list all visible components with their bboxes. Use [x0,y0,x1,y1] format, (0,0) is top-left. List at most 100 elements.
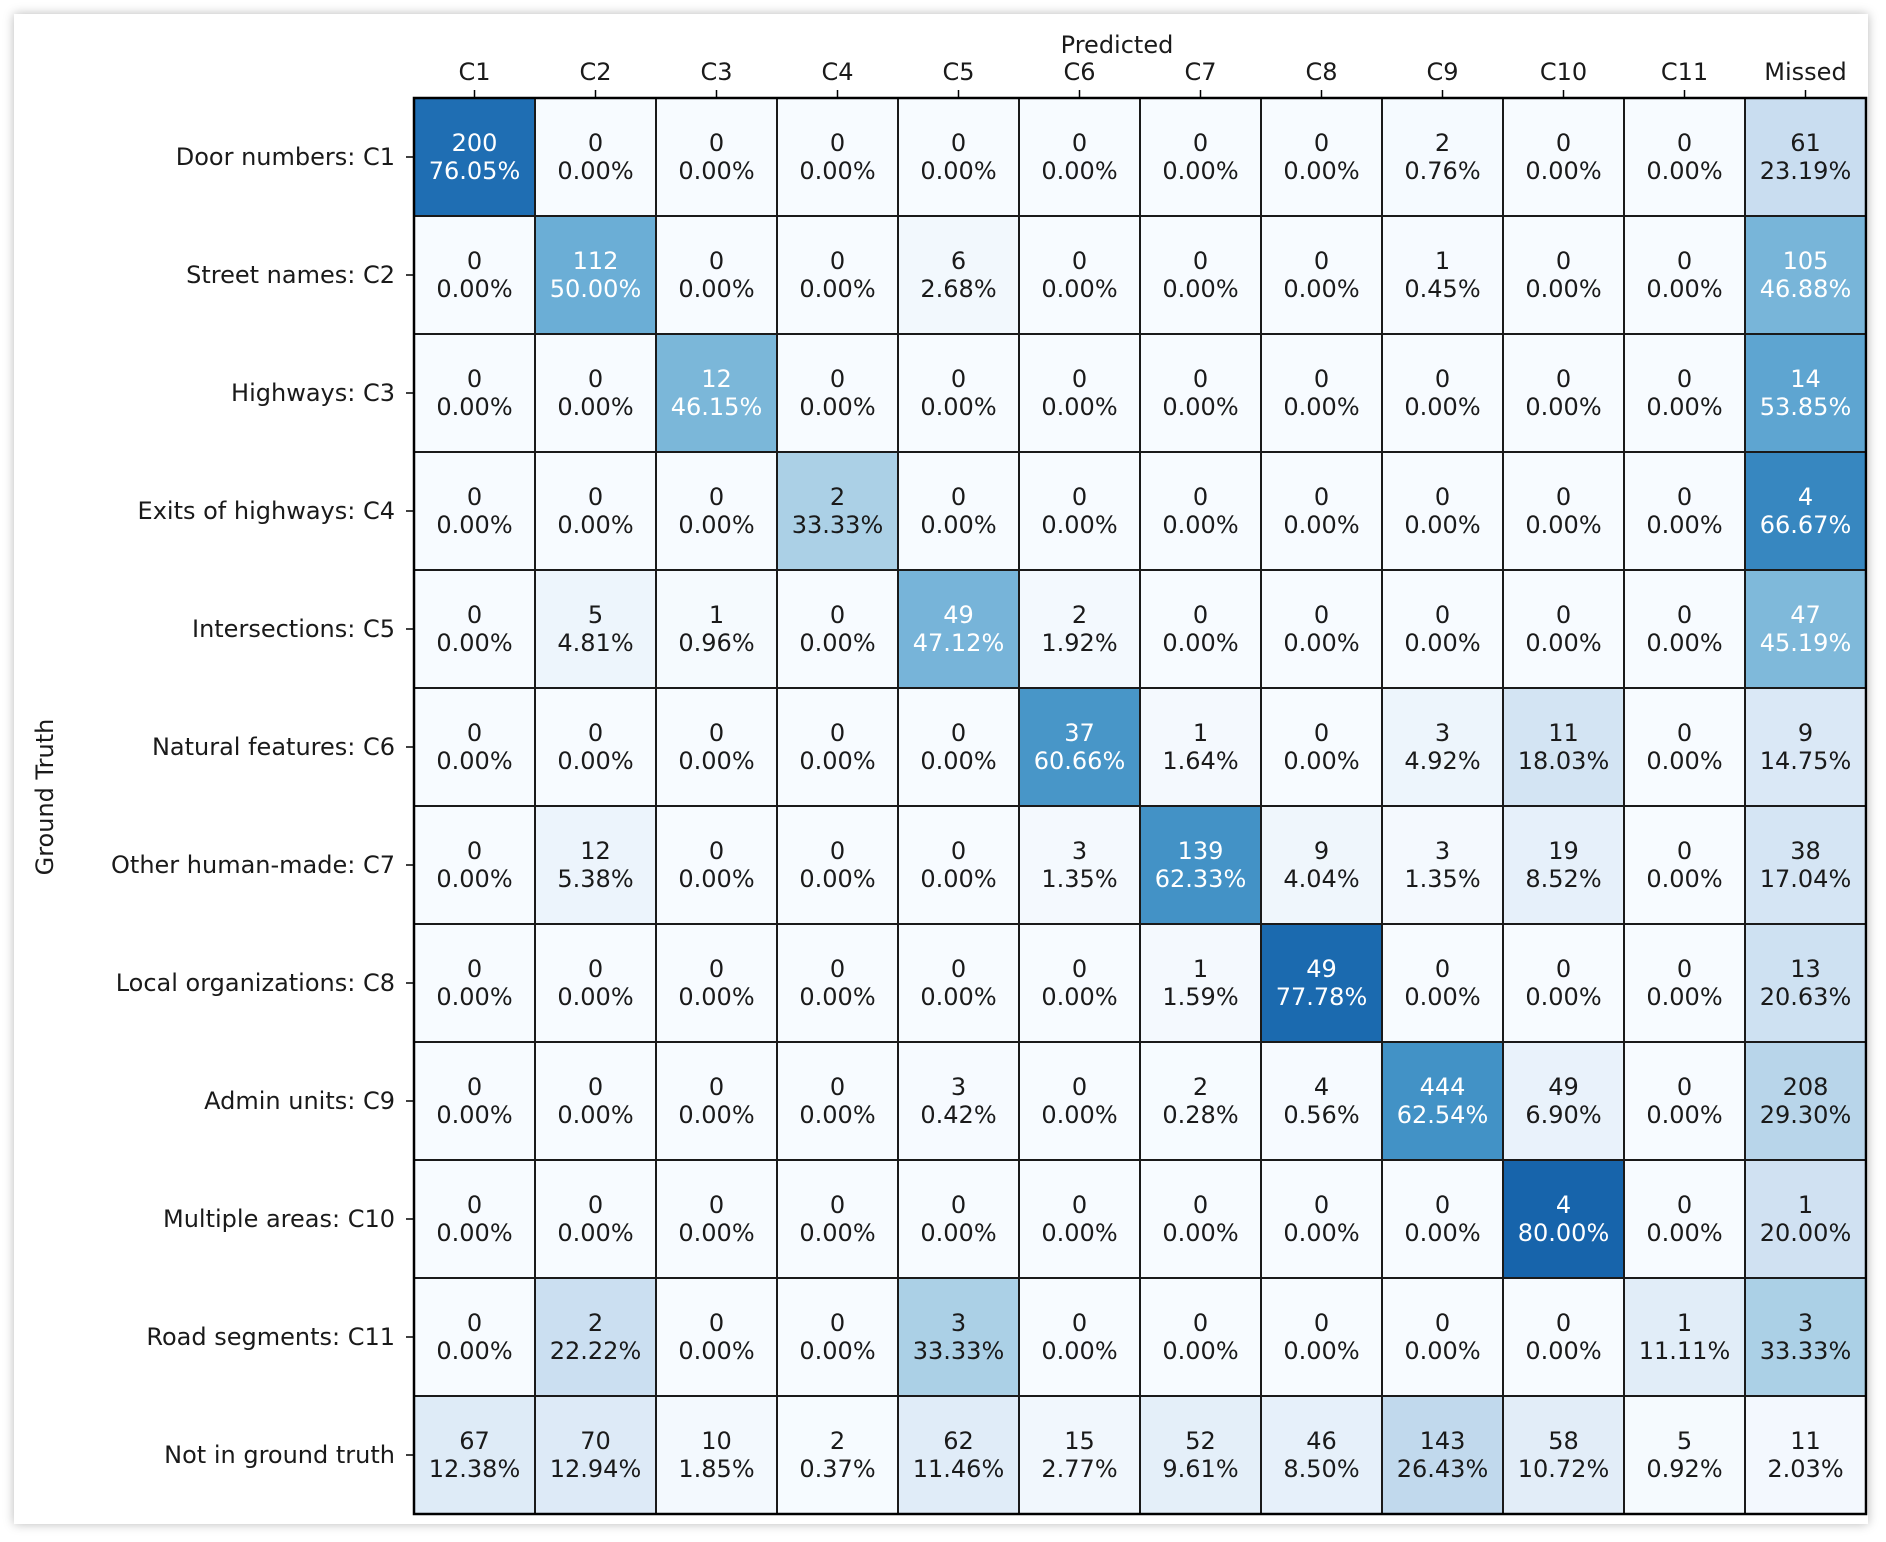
cell-count-label: 2 [1435,129,1450,157]
cell-percentage-label: 0.00% [557,747,633,775]
heatmap-cell [776,687,899,807]
cell-percentage-label: 0.00% [1162,275,1238,303]
cell-percentage-label: 0.00% [1646,983,1722,1011]
cell-count-label: 200 [452,129,498,157]
cell-count-label: 0 [830,1309,845,1337]
cell-percentage-label: 0.00% [436,865,512,893]
heatmap-cell [1744,805,1867,925]
x-tick-label: Missed [1764,58,1846,86]
heatmap-cell [1502,805,1625,925]
heatmap-cell [655,1395,778,1515]
cell-percentage-label: 1.59% [1162,983,1238,1011]
cell-percentage-label: 0.00% [1404,511,1480,539]
cell-count-label: 5 [588,601,603,629]
cell-count-label: 0 [1677,1191,1692,1219]
cell-percentage-label: 11.11% [1639,1337,1731,1365]
cell-percentage-label: 0.00% [1162,393,1238,421]
cell-count-label: 0 [1193,601,1208,629]
cell-percentage-label: 50.00% [550,275,642,303]
heatmap-cell [1018,569,1141,689]
x-tick-labels: C1 C2 C3 C4 C5 C6 C7 C8 C9 C10 C11 Missed [458,58,1847,98]
cell-count-label: 0 [1677,1073,1692,1101]
cell-percentage-label: 0.00% [1041,511,1117,539]
heatmap-cell [1018,687,1141,807]
cell-percentage-label: 0.00% [1646,393,1722,421]
cell-count-label: 0 [1677,601,1692,629]
cell-percentage-label: 0.00% [1162,1337,1238,1365]
cell-count-label: 0 [1314,129,1329,157]
cell-count-label: 0 [1193,247,1208,275]
heatmap-cell [1260,97,1383,217]
cell-percentage-label: 12.38% [429,1455,521,1483]
cell-count-label: 0 [1193,365,1208,393]
cell-percentage-label: 2.03% [1767,1455,1843,1483]
cell-count-label: 4 [1314,1073,1329,1101]
cell-count-label: 0 [1677,837,1692,865]
heatmap-cell [1381,215,1504,335]
heatmap-cell [776,805,899,925]
y-tick-label: Road segments: C11 [146,1323,395,1351]
cell-percentage-label: 4.92% [1404,747,1480,775]
cell-count-label: 14 [1790,365,1821,393]
heatmap-cell [534,1041,657,1161]
heatmap-cell [1018,215,1141,335]
cell-percentage-label: 62.54% [1397,1101,1489,1129]
heatmap-cell [1623,451,1746,571]
cell-percentage-label: 22.22% [550,1337,642,1365]
cell-count-label: 0 [1435,483,1450,511]
cell-count-label: 0 [1556,247,1571,275]
heatmap-cell [897,215,1020,335]
cell-percentage-label: 0.45% [1404,275,1480,303]
confusion-matrix-heatmap: Predicted Ground Truth 20076.05%00.00%00… [31,31,1868,1516]
cell-count-label: 0 [1556,1309,1571,1337]
cell-percentage-label: 0.00% [1041,275,1117,303]
cell-percentage-label: 0.00% [678,275,754,303]
cell-count-label: 0 [951,837,966,865]
cell-count-label: 0 [467,1073,482,1101]
cell-count-label: 13 [1790,955,1821,983]
cell-count-label: 0 [709,247,724,275]
cell-count-label: 0 [1677,129,1692,157]
cell-count-label: 1 [1193,719,1208,747]
cell-percentage-label: 0.00% [436,1101,512,1129]
cell-percentage-label: 0.00% [1283,511,1359,539]
heatmap-cell [1139,1395,1262,1515]
heatmap-cell [1260,1041,1383,1161]
cell-percentage-label: 0.00% [799,865,875,893]
cell-percentage-label: 0.00% [678,1337,754,1365]
cell-percentage-label: 0.00% [1283,393,1359,421]
cell-percentage-label: 0.00% [1283,275,1359,303]
x-tick-label: C1 [458,58,490,86]
heatmap-cell [655,805,778,925]
cell-percentage-label: 0.00% [799,157,875,185]
cell-percentage-label: 33.33% [792,511,884,539]
cell-count-label: 0 [1072,483,1087,511]
cell-percentage-label: 0.00% [678,511,754,539]
cell-count-label: 49 [1548,1073,1579,1101]
heatmap-cell [413,569,536,689]
cell-count-label: 9 [1798,719,1813,747]
cell-count-label: 0 [1193,483,1208,511]
cell-count-label: 0 [709,129,724,157]
cell-count-label: 0 [830,247,845,275]
cell-percentage-label: 0.00% [1283,1337,1359,1365]
cell-percentage-label: 0.00% [1404,393,1480,421]
cell-count-label: 208 [1783,1073,1829,1101]
cell-count-label: 0 [1435,1309,1450,1337]
cell-percentage-label: 0.00% [678,1219,754,1247]
x-tick-label: C6 [1063,58,1095,86]
cell-percentage-label: 0.00% [920,983,996,1011]
cell-count-label: 5 [1677,1427,1692,1455]
cell-percentage-label: 0.28% [1162,1101,1238,1129]
cell-count-label: 139 [1178,837,1224,865]
heatmap-cell [776,1277,899,1397]
y-tick-label: Local organizations: C8 [116,969,395,997]
x-tick-label: C7 [1184,58,1216,86]
cell-count-label: 47 [1790,601,1821,629]
heatmap-cell [1139,1277,1262,1397]
cell-count-label: 0 [1677,247,1692,275]
cell-count-label: 4 [1798,483,1813,511]
heatmap-cell [655,451,778,571]
heatmap-cell [534,805,657,925]
heatmap-cell [655,923,778,1043]
